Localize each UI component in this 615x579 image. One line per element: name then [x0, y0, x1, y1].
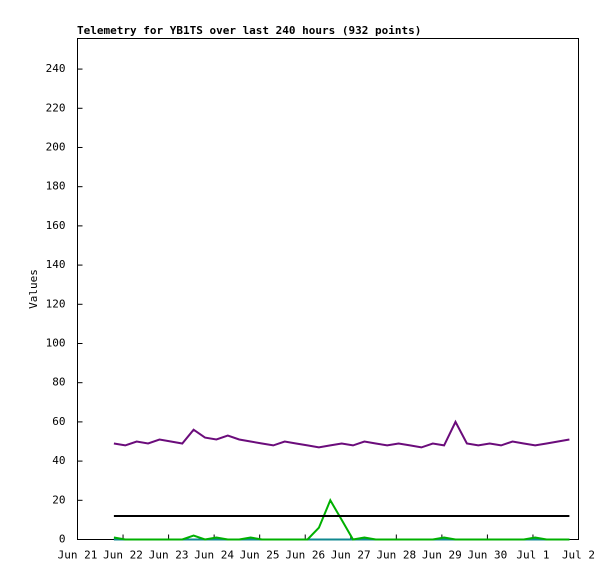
chart-title: Telemetry for YB1TS over last 240 hours …	[77, 24, 421, 37]
y-tick-label: 140	[46, 258, 66, 271]
y-tick-label: 20	[52, 493, 65, 506]
x-tick-label: Jun 23	[149, 549, 189, 562]
y-axis-label: Values	[27, 269, 40, 309]
y-tick-label: 220	[46, 101, 66, 114]
x-tick-label: Jun 25	[240, 549, 280, 562]
y-tick-label: 240	[46, 62, 66, 75]
y-tick-label: 60	[52, 415, 65, 428]
series-line	[113, 419, 570, 449]
y-tick-label: 40	[52, 454, 65, 467]
x-tick-label: Jul 1	[516, 549, 549, 562]
y-tick-label: 180	[46, 180, 66, 193]
y-tick-label: 120	[46, 297, 66, 310]
y-tick-label: 100	[46, 336, 66, 349]
plot-frame	[77, 38, 579, 540]
x-tick-label: Jun 24	[194, 549, 234, 562]
y-tick-label: 80	[52, 376, 65, 389]
y-tick-label: 160	[46, 219, 66, 232]
x-tick-label: Jun 22	[103, 549, 143, 562]
series-line	[113, 498, 570, 541]
x-tick-label: Jun 28	[376, 549, 416, 562]
y-tick-label: 0	[59, 533, 66, 546]
x-tick-label: Jun 26	[285, 549, 325, 562]
y-tick-label: 200	[46, 140, 66, 153]
x-tick-label: Jul 2	[562, 549, 595, 562]
x-tick-label: Jun 27	[331, 549, 371, 562]
x-tick-label: Jun 29	[422, 549, 462, 562]
x-tick-label: Jun 30	[468, 549, 508, 562]
x-tick-label: Jun 21	[58, 549, 98, 562]
